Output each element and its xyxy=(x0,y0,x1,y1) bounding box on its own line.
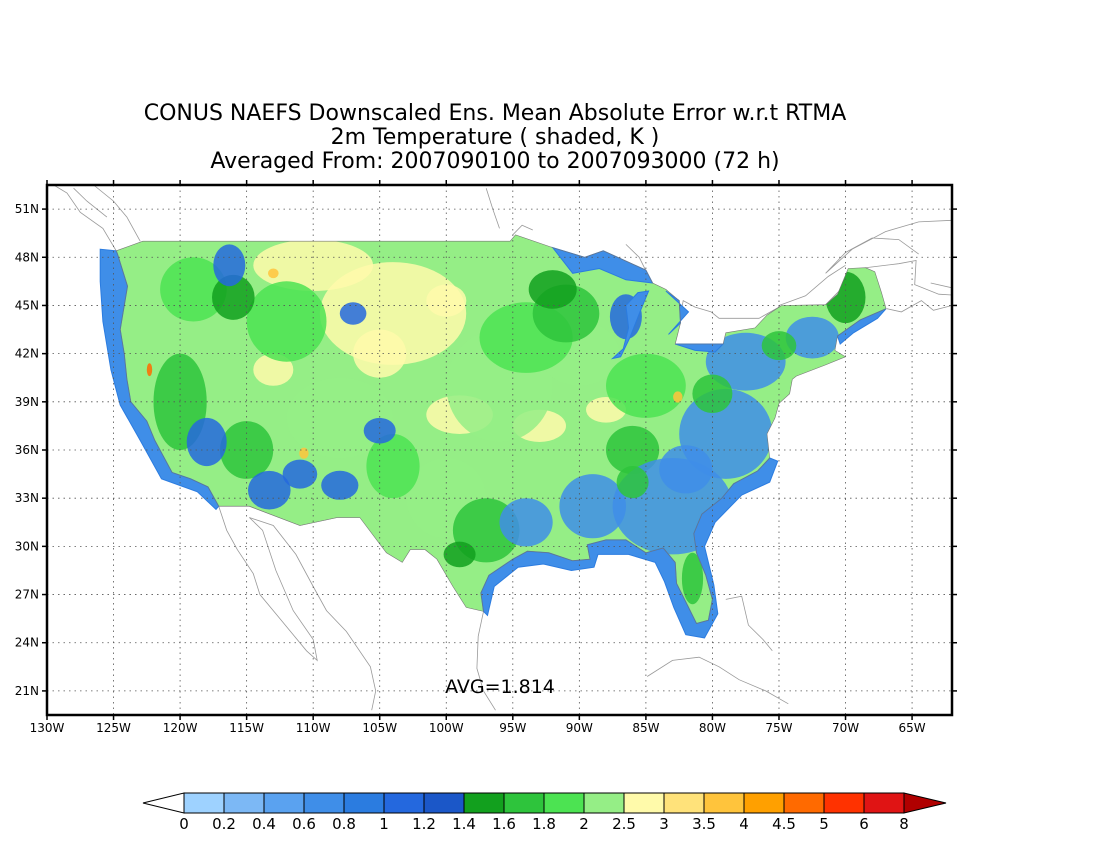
lon-tick-label: 115W xyxy=(229,721,264,735)
title-line-3: Averaged From: 2007090100 to 2007093000 … xyxy=(210,149,780,174)
colorbar-swatch xyxy=(583,792,625,814)
lon-tick-label: 120W xyxy=(163,721,198,735)
grid-lines xyxy=(47,185,952,715)
colorbar-label: 4 xyxy=(739,815,749,833)
lon-tick-label: 70W xyxy=(832,721,859,735)
lon-tick-label: 65W xyxy=(899,721,926,735)
lon-tick-label: 85W xyxy=(632,721,659,735)
colorbar-swatch xyxy=(463,792,505,814)
temperature-error-field xyxy=(99,234,887,639)
lat-tick-label: 30N xyxy=(15,539,39,553)
lat-tick-label: 24N xyxy=(15,636,39,650)
colorbar-label: 4.5 xyxy=(772,815,796,833)
colorbar-label: 1.2 xyxy=(412,815,436,833)
lon-tick-label: 75W xyxy=(765,721,792,735)
colorbar-label: 0.2 xyxy=(212,815,236,833)
colorbar-swatch xyxy=(783,792,825,814)
lat-tick-label: 51N xyxy=(15,202,39,216)
colorbar-swatch xyxy=(383,792,425,814)
colorbar-label: 1.6 xyxy=(492,815,516,833)
lat-tick-label: 33N xyxy=(15,491,39,505)
lat-tick-label: 48N xyxy=(15,250,39,264)
title-line-1: CONUS NAEFS Downscaled Ens. Mean Absolut… xyxy=(143,101,847,126)
colorbar-swatch xyxy=(543,792,585,814)
lat-tick-label: 36N xyxy=(15,443,39,457)
longitude-axis: 130W 125W 120W 115W 110W 105W 100W 95W 90W 85W 80W… xyxy=(30,180,926,735)
colorbar-label: 2 xyxy=(579,815,589,833)
colorbar-label: 3.5 xyxy=(692,815,716,833)
avg-annotation: AVG=1.814 xyxy=(445,676,555,698)
colorbar-label: 0 xyxy=(179,815,189,833)
colorbar-swatch xyxy=(223,792,265,814)
lat-tick-label: 21N xyxy=(15,684,39,698)
colorbar-swatch xyxy=(343,792,385,814)
lon-tick-label: 90W xyxy=(566,721,593,735)
latitude-axis: 21N 24N 27N 30N 33N 36N 39N 42N 45N 48N 51N xyxy=(15,202,957,698)
colorbar-label: 3 xyxy=(659,815,669,833)
colorbar-swatch xyxy=(303,792,345,814)
colorbar-swatch xyxy=(743,792,785,814)
map-plot-area xyxy=(47,185,952,715)
colorbar-swatch xyxy=(663,792,705,814)
colorbar-label: 5 xyxy=(819,815,829,833)
colorbar-label: 1.4 xyxy=(452,815,476,833)
map-title: CONUS NAEFS Downscaled Ens. Mean Absolut… xyxy=(0,102,990,174)
lat-tick-label: 42N xyxy=(15,347,39,361)
lat-tick-label: 45N xyxy=(15,298,39,312)
colorbar-swatch xyxy=(823,792,865,814)
colorbar-swatch xyxy=(183,792,225,814)
colorbar-label: 0.6 xyxy=(292,815,316,833)
colorbar: 0 0.2 0.4 0.6 0.8 1 1.2 1.4 1.6 1.8 2 2.5 3 3.5 4 4.5 5 6… xyxy=(142,792,947,833)
colorbar-label: 6 xyxy=(859,815,869,833)
lon-tick-label: 80W xyxy=(699,721,726,735)
colorbar-label: 0.8 xyxy=(332,815,356,833)
colorbar-label: 0.4 xyxy=(252,815,276,833)
lon-tick-label: 95W xyxy=(499,721,526,735)
colorbar-swatch xyxy=(623,792,665,814)
lon-tick-label: 100W xyxy=(429,721,464,735)
colorbar-swatch xyxy=(263,792,305,814)
colorbar-label: 2.5 xyxy=(612,815,636,833)
colorbar-under-arrow xyxy=(142,792,185,814)
colorbar-swatch xyxy=(503,792,545,814)
lat-tick-label: 39N xyxy=(15,395,39,409)
colorbar-swatch xyxy=(423,792,465,814)
lon-tick-label: 110W xyxy=(296,721,331,735)
lon-tick-label: 130W xyxy=(30,721,65,735)
colorbar-over-arrow xyxy=(903,792,947,814)
lon-tick-label: 125W xyxy=(96,721,131,735)
colorbar-swatch xyxy=(863,792,905,814)
title-line-2: 2m Temperature ( shaded, K ) xyxy=(330,125,660,150)
colorbar-label: 8 xyxy=(899,815,909,833)
colorbar-label: 1 xyxy=(379,815,389,833)
lon-tick-label: 105W xyxy=(362,721,397,735)
colorbar-swatch xyxy=(703,792,745,814)
colorbar-label: 1.8 xyxy=(532,815,556,833)
lat-tick-label: 27N xyxy=(15,588,39,602)
